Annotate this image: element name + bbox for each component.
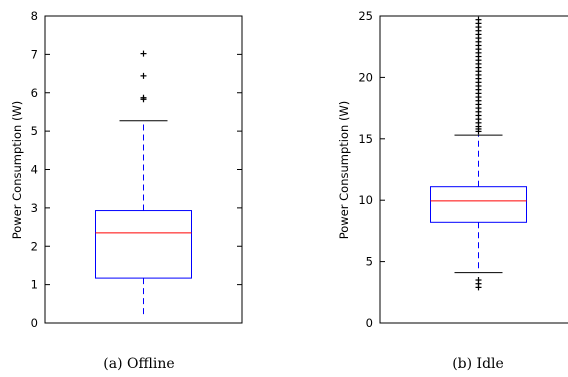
boxplot [430, 16, 527, 291]
box-iqr [95, 210, 192, 279]
caption-idle: (b) Idle [452, 356, 504, 372]
outlier-point [475, 16, 482, 23]
chart-panel-idle: 0 5 10 15 20 25 Power Consumption (W) (b) Idl… [337, 9, 568, 372]
y-axis-label: Power Consumption (W) [10, 101, 24, 240]
y-tick-label: 4 [31, 163, 38, 177]
y-tick-label: 10 [358, 193, 373, 207]
chart-panel-offline: 0 1 2 3 4 5 6 7 8 Power Consumption (W) (a) Offl… [10, 9, 243, 372]
y-tick-label: 6 [31, 86, 38, 100]
outlier-point [140, 50, 147, 57]
y-tick-label: 25 [358, 9, 373, 23]
plot-frame [379, 15, 568, 324]
y-axis-label: Power Consumption (W) [337, 101, 351, 240]
outlier-point [140, 72, 147, 79]
y-tick-label: 2 [31, 239, 38, 253]
boxplot [95, 50, 192, 324]
y-tick-label: 1 [31, 278, 38, 292]
box-iqr [430, 186, 527, 223]
y-tick-label: 7 [31, 47, 38, 61]
outlier-point [475, 277, 482, 284]
y-tick-label: 20 [358, 70, 373, 84]
outlier-point [140, 94, 147, 101]
y-tick-label: 5 [31, 124, 38, 138]
y-tick-label: 3 [31, 201, 38, 215]
y-axis-ticks: 0 1 2 3 4 5 6 7 8 [31, 9, 242, 330]
y-tick-label: 5 [366, 255, 373, 269]
caption-offline: (a) Offline [103, 356, 174, 372]
y-tick-label: 15 [358, 132, 373, 146]
y-tick-label: 8 [31, 9, 38, 23]
y-tick-label: 0 [366, 316, 373, 330]
y-tick-label: 0 [31, 316, 38, 330]
y-axis-ticks: 0 5 10 15 20 25 [358, 9, 385, 330]
